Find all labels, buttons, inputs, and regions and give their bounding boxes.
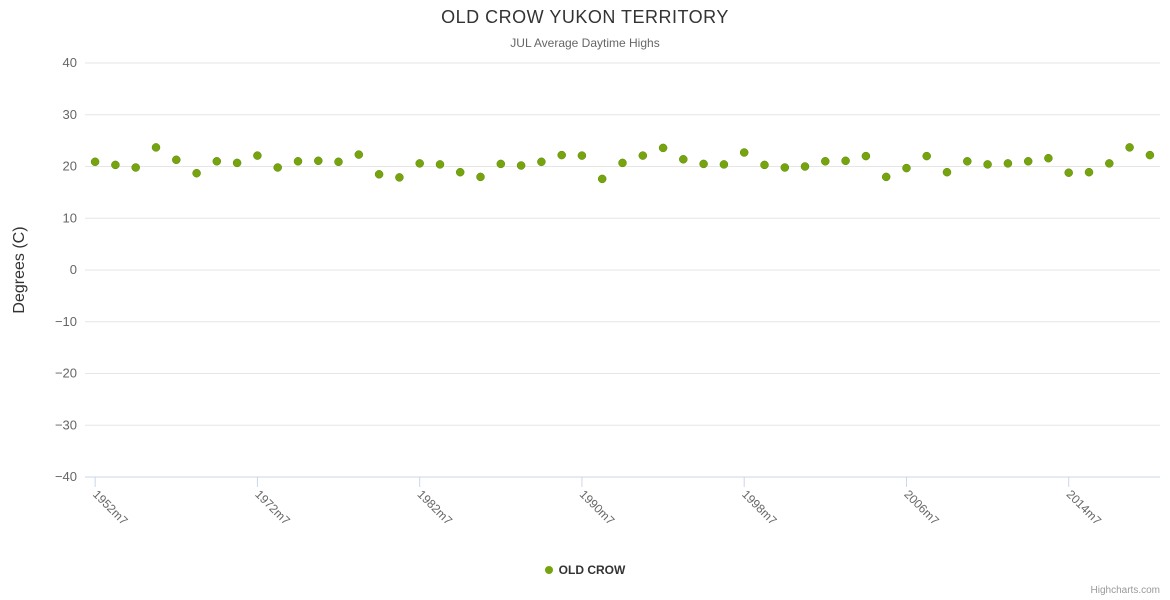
x-axis-label: 1972m7 (252, 487, 293, 528)
data-point[interactable] (212, 157, 222, 166)
data-point[interactable] (699, 159, 708, 169)
legend-marker-icon (544, 566, 553, 574)
data-point[interactable] (1105, 159, 1114, 168)
y-axis-label: −40 (55, 469, 77, 484)
data-point[interactable] (719, 160, 729, 169)
data-point[interactable] (861, 151, 871, 161)
data-point[interactable] (942, 167, 952, 177)
data-point[interactable] (131, 163, 140, 172)
y-axis-label: −20 (55, 366, 77, 381)
x-axis-label: 1982m7 (415, 487, 456, 528)
data-point[interactable] (1003, 159, 1013, 168)
data-point[interactable] (537, 157, 546, 167)
chart-subtitle: JUL Average Daytime Highs (510, 36, 660, 50)
data-point[interactable] (922, 151, 931, 161)
data-point[interactable] (415, 159, 424, 168)
data-point[interactable] (395, 173, 404, 182)
x-axis-label: 2014m7 (1064, 487, 1105, 528)
data-point[interactable] (1084, 167, 1094, 177)
x-axis: 1952m7 1972m7 1982m7 1990m7 1998m7 2006m7 2014… (85, 476, 1160, 528)
data-point[interactable] (658, 143, 668, 153)
data-point[interactable] (739, 148, 749, 157)
data-point[interactable] (496, 159, 506, 169)
data-point[interactable] (455, 167, 465, 177)
data-point[interactable] (1064, 168, 1073, 177)
data-point[interactable] (821, 157, 830, 166)
y-axis-label: −30 (55, 417, 77, 432)
data-point[interactable] (679, 155, 688, 164)
legend-item-old-crow[interactable]: OLD CROW (0, 563, 1170, 577)
data-point[interactable] (314, 156, 323, 166)
data-point[interactable] (151, 143, 161, 152)
data-point[interactable] (557, 150, 566, 160)
data-point[interactable] (172, 155, 181, 165)
x-axis-label: 1952m7 (90, 487, 131, 528)
y-axis-title: Degrees (C) (11, 226, 28, 313)
data-point[interactable] (354, 150, 364, 159)
data-point[interactable] (1023, 157, 1033, 166)
data-point[interactable] (638, 151, 648, 160)
data-point[interactable] (192, 168, 201, 178)
data-point[interactable] (334, 157, 343, 167)
data-point[interactable] (273, 163, 282, 172)
data-point[interactable] (111, 160, 120, 170)
data-point[interactable] (476, 172, 485, 182)
data-point[interactable] (902, 163, 911, 173)
data-point[interactable] (618, 158, 627, 168)
data-point[interactable] (1125, 143, 1134, 152)
x-axis-label: 1998m7 (739, 487, 780, 528)
data-point[interactable] (597, 174, 607, 184)
data-point[interactable] (232, 158, 242, 168)
x-axis-label: 1990m7 (577, 487, 618, 528)
data-point[interactable] (435, 160, 445, 169)
data-point[interactable] (841, 156, 850, 166)
y-axis-label: 10 (63, 210, 77, 225)
y-axis-labels: −40 −30 −20 −10 0 10 20 30 40 (55, 55, 77, 484)
y-axis-label: 30 (63, 107, 77, 122)
data-point[interactable] (760, 160, 769, 170)
data-point[interactable] (983, 160, 992, 169)
data-point[interactable] (577, 151, 587, 160)
data-point[interactable] (374, 170, 384, 179)
y-axis-label: 40 (63, 55, 77, 70)
y-axis-label: 0 (70, 262, 77, 277)
data-point[interactable] (516, 161, 526, 170)
y-axis-label: −10 (55, 314, 77, 329)
data-point[interactable] (963, 157, 972, 166)
highcharts-credits-link[interactable]: Highcharts.com (1090, 585, 1160, 596)
y-axis-label: 20 (63, 159, 77, 174)
chart-title: OLD CROW YUKON TERRITORY (441, 7, 729, 27)
data-point[interactable] (1145, 150, 1155, 160)
data-point[interactable] (293, 157, 303, 166)
data-point[interactable] (780, 163, 790, 172)
x-axis-label: 2006m7 (901, 487, 942, 528)
legend-label: OLD CROW (558, 563, 626, 577)
data-points (90, 143, 1155, 184)
data-point[interactable] (253, 151, 262, 160)
data-point[interactable] (881, 172, 891, 182)
gridlines (85, 62, 1160, 478)
data-point[interactable] (1044, 153, 1053, 163)
data-point[interactable] (90, 157, 100, 167)
data-point[interactable] (800, 162, 810, 171)
